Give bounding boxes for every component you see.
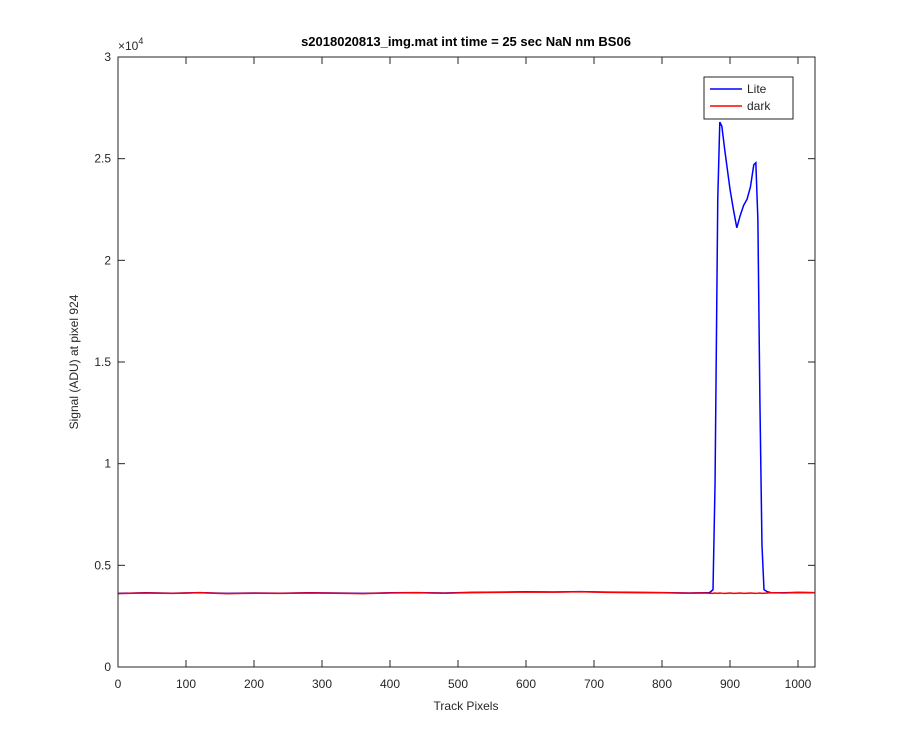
y-tick-label: 0 xyxy=(104,660,111,674)
x-tick-label: 800 xyxy=(652,677,672,691)
x-tick-label: 1000 xyxy=(785,677,812,691)
y-tick-label: 1.5 xyxy=(94,355,111,369)
y-tick-label: 1 xyxy=(104,457,111,471)
y-multiplier-base: ×10 xyxy=(118,39,139,53)
legend-label: Lite xyxy=(747,82,767,96)
y-tick-label: 2 xyxy=(104,253,111,267)
data-line xyxy=(117,121,815,595)
x-tick-label: 100 xyxy=(176,677,196,691)
legend-box xyxy=(703,76,794,120)
y-multiplier: ×104 xyxy=(118,36,143,53)
y-tick-label: 3 xyxy=(104,50,111,64)
legend-label: dark xyxy=(747,99,771,113)
y-multiplier-exponent: 4 xyxy=(138,36,143,46)
plot-frame xyxy=(117,56,816,668)
x-tick-label: 0 xyxy=(115,677,122,691)
x-tick-label: 200 xyxy=(244,677,264,691)
x-axis-label: Track Pixels xyxy=(434,699,499,713)
x-tick-label: 500 xyxy=(448,677,468,691)
x-tick-label: 600 xyxy=(516,677,536,691)
x-tick-label: 400 xyxy=(380,677,400,691)
y-tick-label: 0.5 xyxy=(94,558,111,572)
x-tick-label: 700 xyxy=(584,677,604,691)
y-axis-label: Signal (ADU) at pixel 924 xyxy=(67,294,81,429)
data-line xyxy=(117,591,815,595)
chart-title: s2018020813_img.mat int time = 25 sec Na… xyxy=(301,34,631,49)
y-tick-label: 2.5 xyxy=(94,152,111,166)
x-tick-label: 900 xyxy=(720,677,740,691)
x-tick-label: 300 xyxy=(312,677,332,691)
